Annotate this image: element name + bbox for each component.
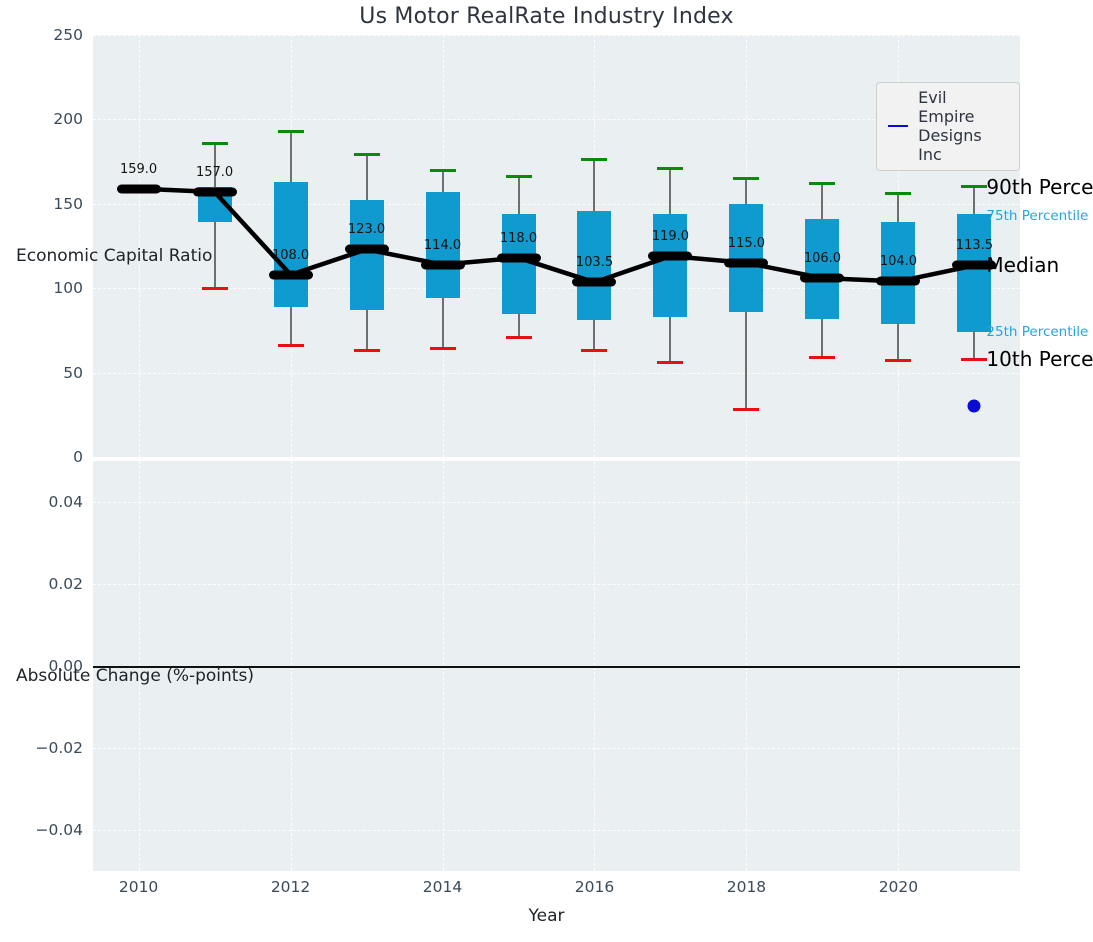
box-iqr	[805, 218, 840, 319]
median-annotation: Median	[986, 253, 1060, 278]
cap-90th-percentile	[581, 158, 608, 162]
median-marker	[800, 273, 845, 283]
p25-annotation: 25th Percentile	[986, 324, 1089, 341]
p10-annotation: 10th Percentile	[986, 347, 1093, 372]
cap-10th-percentile	[657, 360, 684, 364]
gridline-h	[93, 748, 1020, 749]
gridline-h	[93, 119, 1020, 121]
gridline-h	[93, 584, 1020, 585]
median-value-label: 157.0	[195, 164, 234, 180]
median-marker	[344, 244, 389, 254]
bottom-panel-plot-area	[93, 461, 1020, 871]
p90-annotation: 90th Percentile	[986, 174, 1093, 199]
y-tick-label: 150	[53, 194, 83, 213]
median-marker	[192, 187, 237, 197]
y-tick-label: 100	[53, 279, 83, 298]
y-tick-label: −0.02	[35, 739, 84, 757]
top-panel-y-axis-label: Economic Capital Ratio	[16, 246, 213, 266]
gridline-h	[93, 372, 1020, 374]
cap-10th-percentile	[505, 335, 532, 339]
box-iqr	[501, 213, 536, 314]
cap-10th-percentile	[581, 349, 608, 353]
legend[interactable]: Evil Empire Designs Inc	[876, 82, 1020, 171]
legend-label: Evil Empire Designs Inc	[918, 88, 982, 164]
cap-10th-percentile	[961, 357, 988, 361]
cap-90th-percentile	[429, 168, 456, 172]
y-tick-label: 0.02	[48, 575, 83, 593]
x-tick-label: 2016	[574, 878, 615, 896]
chart-title: Us Motor RealRate Industry Index	[359, 4, 734, 29]
median-value-label: 159.0	[119, 161, 158, 177]
cap-90th-percentile	[277, 129, 304, 133]
gridline-h	[93, 502, 1020, 503]
median-value-label: 103.5	[575, 255, 614, 271]
cap-10th-percentile	[353, 349, 380, 353]
median-value-label: 104.0	[879, 254, 918, 270]
x-tick-label: 2012	[270, 878, 311, 896]
gridline-h	[93, 830, 1020, 831]
median-value-label: 118.0	[499, 230, 538, 246]
x-tick-label: 2014	[422, 878, 463, 896]
cap-10th-percentile	[201, 286, 228, 290]
box-iqr	[273, 181, 308, 307]
cap-10th-percentile	[733, 408, 760, 412]
zero-reference-line	[93, 666, 1020, 668]
median-value-label: 115.0	[727, 235, 766, 251]
y-tick-label: −0.04	[35, 821, 84, 839]
cap-90th-percentile	[201, 141, 228, 145]
y-tick-label: 250	[53, 26, 83, 44]
cap-10th-percentile	[429, 347, 456, 351]
y-tick-label: 0	[73, 448, 83, 466]
cap-10th-percentile	[885, 359, 912, 363]
median-value-label: 123.0	[347, 222, 386, 238]
cap-90th-percentile	[733, 176, 760, 180]
median-value-label: 108.0	[271, 247, 310, 263]
gridline-h	[93, 35, 1020, 36]
box-iqr	[881, 222, 916, 324]
gridline-h	[93, 288, 1020, 290]
median-marker	[648, 251, 693, 261]
median-value-label: 106.0	[803, 251, 842, 267]
company-data-point[interactable]	[967, 399, 981, 413]
median-marker	[572, 277, 617, 287]
median-marker	[496, 253, 541, 263]
cap-90th-percentile	[353, 153, 380, 157]
gridline-h	[93, 457, 1020, 458]
p75-annotation: 75th Percentile	[986, 207, 1089, 224]
median-value-label: 114.0	[423, 237, 462, 253]
y-tick-label: 0.04	[48, 493, 83, 511]
median-marker	[116, 184, 161, 194]
cap-90th-percentile	[961, 185, 988, 189]
legend-line-icon	[888, 125, 909, 127]
median-value-label: 113.5	[955, 238, 994, 254]
median-marker	[268, 270, 313, 280]
cap-90th-percentile	[885, 192, 912, 196]
median-marker	[876, 276, 921, 286]
box-iqr	[349, 200, 384, 311]
x-tick-label: 2010	[118, 878, 159, 896]
bottom-panel-y-axis-label: Absolute Change (%-points)	[16, 666, 254, 686]
top-panel-plot-area: 159.0 157.0 108.0 123.0 114.0 118.0 103.5 119.0…	[93, 35, 1093, 458]
median-marker	[420, 260, 465, 270]
cap-90th-percentile	[657, 166, 684, 170]
cap-10th-percentile	[277, 344, 304, 348]
x-tick-label: 2018	[726, 878, 767, 896]
y-tick-label: 50	[63, 363, 83, 382]
y-tick-label: 200	[53, 110, 83, 129]
bottom-panel-y-axis-label-wrap: Absolute Change (%-points)	[16, 666, 254, 686]
median-marker	[724, 258, 769, 268]
x-tick-label: 2020	[878, 878, 919, 896]
y-tick-label: 0.00	[48, 657, 83, 675]
median-value-label: 119.0	[651, 229, 690, 245]
cap-10th-percentile	[809, 355, 836, 359]
cap-90th-percentile	[505, 175, 532, 179]
top-panel-y-axis-label-wrap: Economic Capital Ratio	[16, 246, 212, 266]
cap-90th-percentile	[809, 182, 836, 186]
gridline-h	[93, 203, 1020, 205]
x-axis-label: Year	[528, 906, 565, 926]
